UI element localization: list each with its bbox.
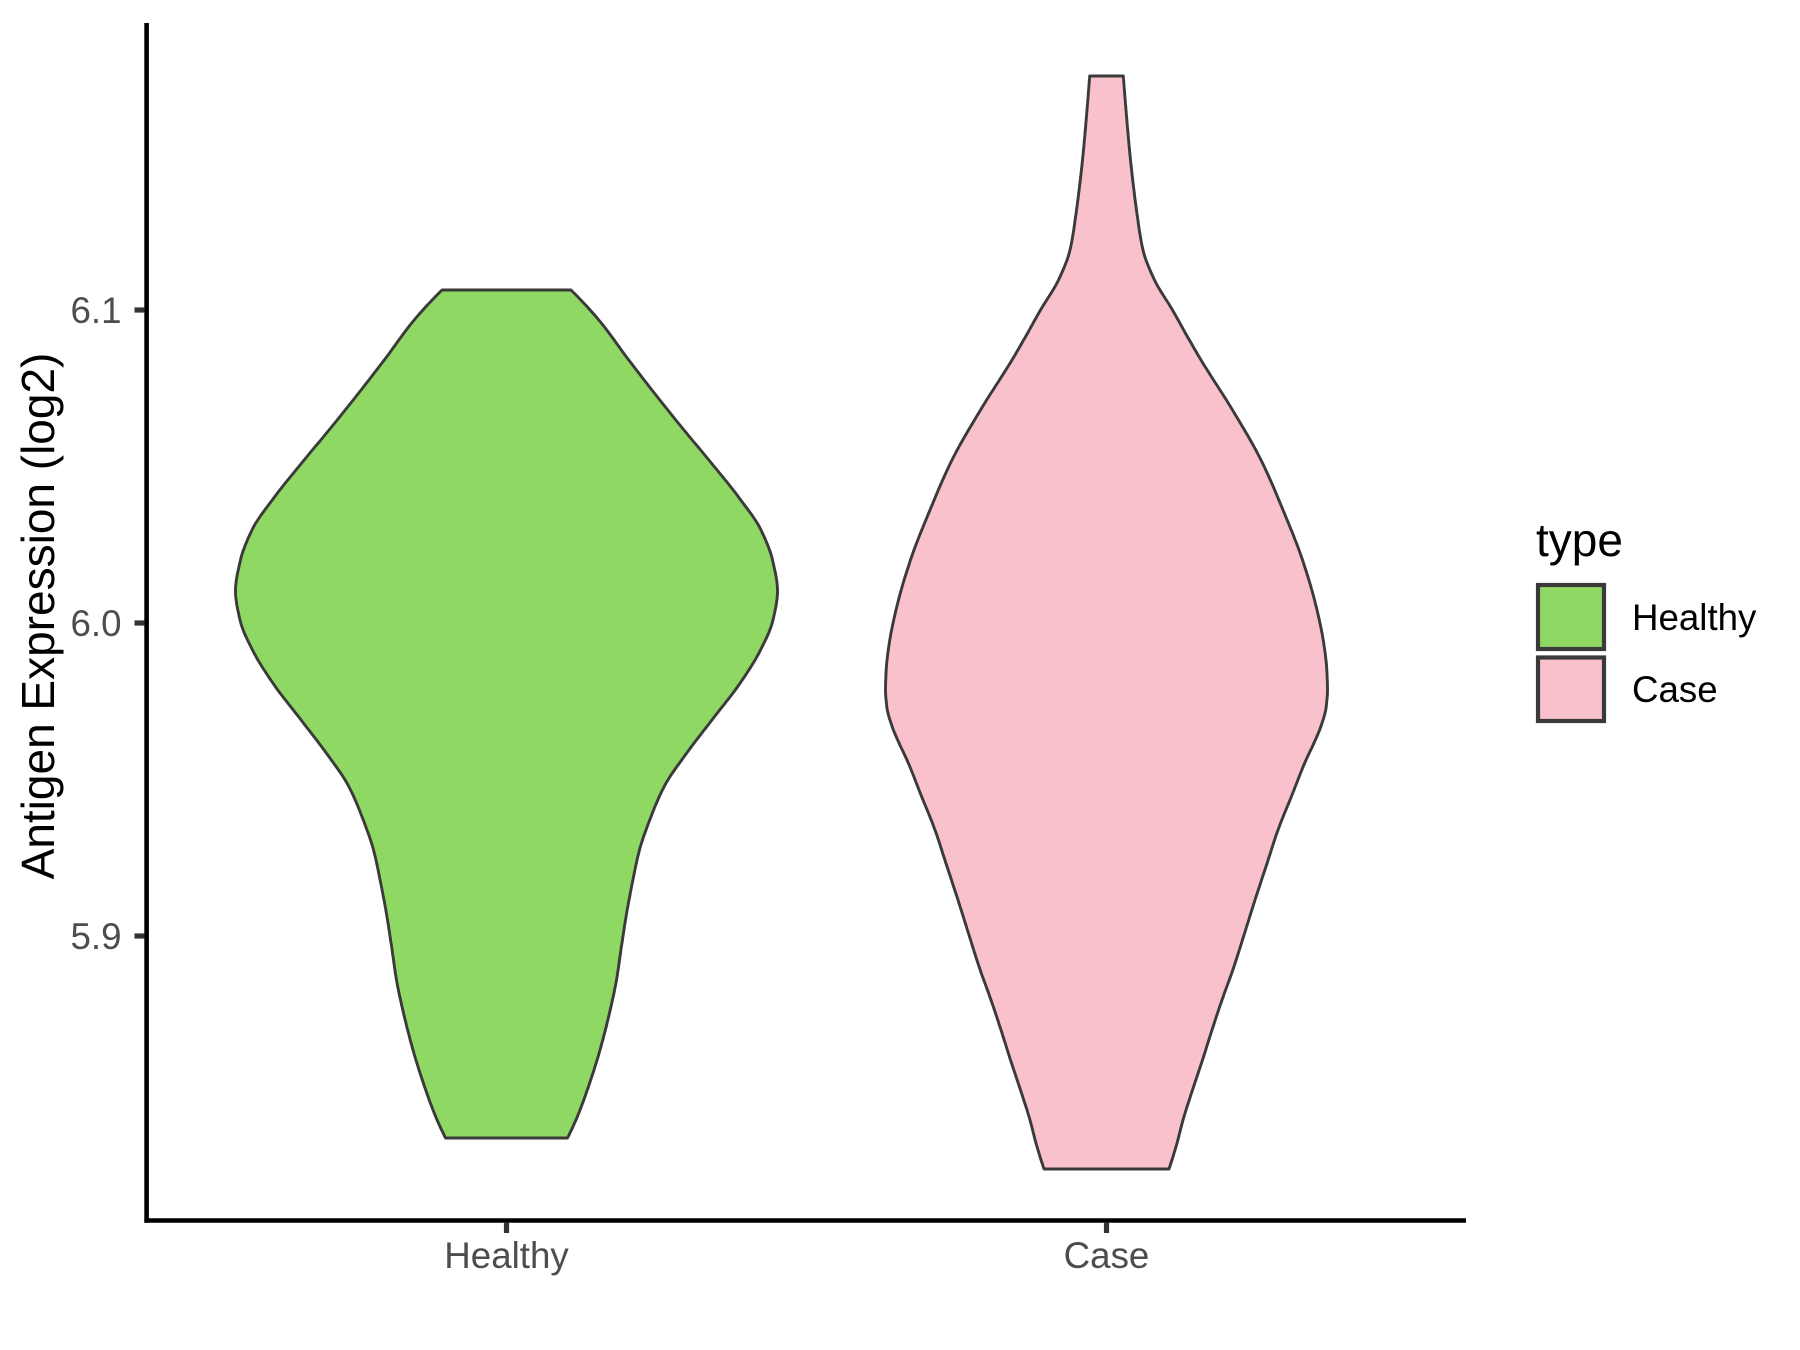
svg-text:Healthy: Healthy bbox=[444, 1235, 569, 1276]
svg-text:6.0: 6.0 bbox=[70, 603, 121, 644]
svg-text:Healthy: Healthy bbox=[1632, 597, 1757, 638]
svg-text:Antigen Expression (log2): Antigen Expression (log2) bbox=[12, 353, 64, 880]
svg-text:Case: Case bbox=[1064, 1235, 1150, 1276]
svg-text:Case: Case bbox=[1632, 669, 1718, 710]
svg-text:6.1: 6.1 bbox=[70, 290, 121, 331]
svg-text:5.9: 5.9 bbox=[70, 916, 121, 957]
svg-text:type: type bbox=[1536, 514, 1623, 566]
